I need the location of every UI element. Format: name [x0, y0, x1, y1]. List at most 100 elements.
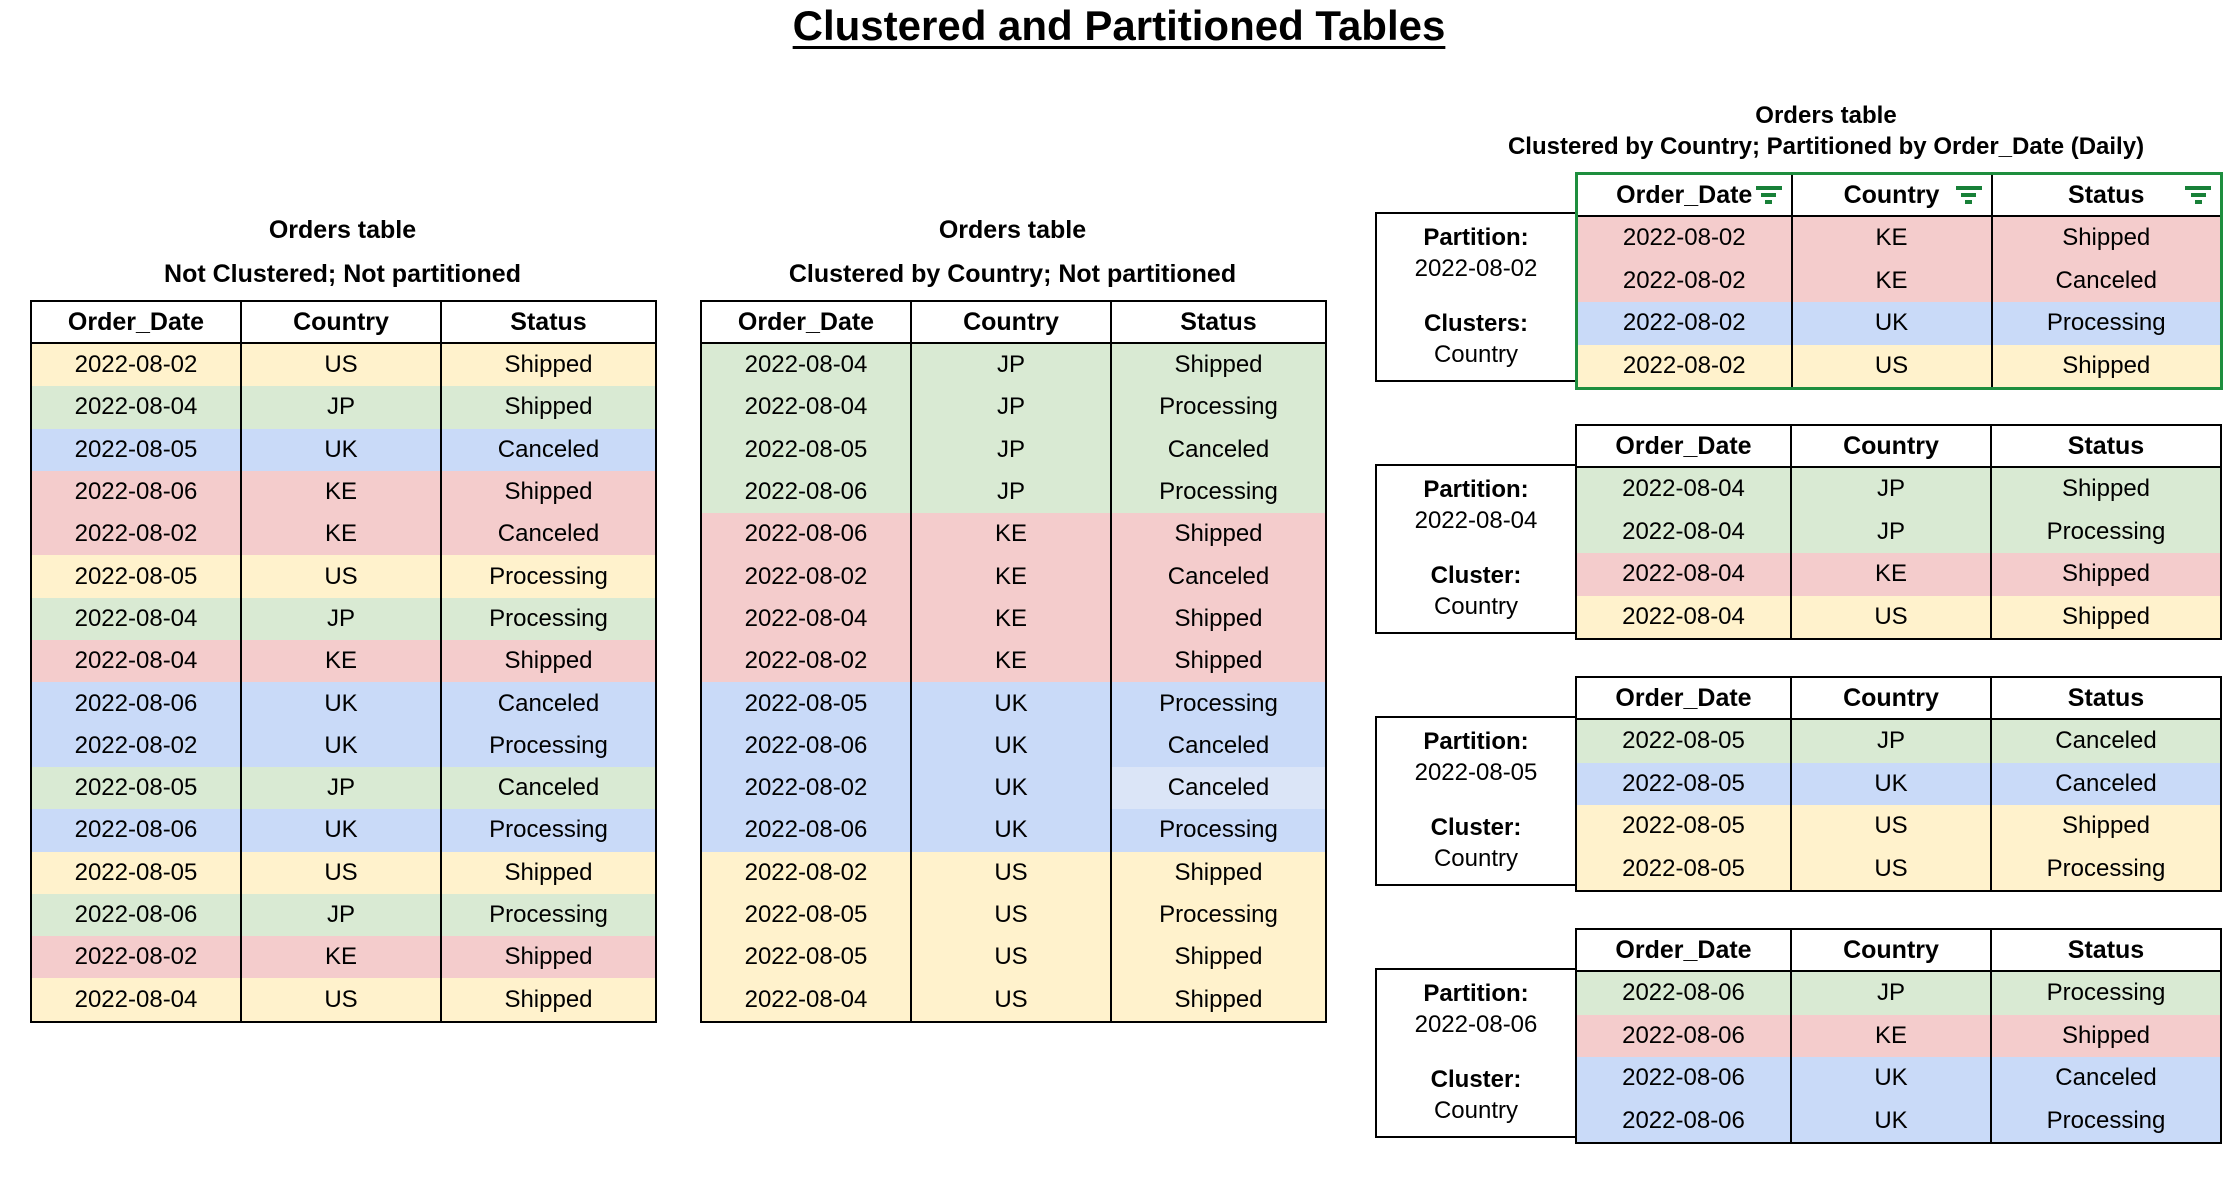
cell-status: Processing	[1990, 847, 2222, 891]
cell-order-date: 2022-08-04	[700, 978, 912, 1022]
cell-status: Shipped	[440, 640, 657, 683]
cell-status: Shipped	[440, 470, 657, 514]
cell-country: UK	[910, 809, 1112, 852]
table-row: 2022-08-04 US Shipped	[700, 978, 1327, 1022]
cell-country: JP	[910, 343, 1112, 387]
partition-value: 2022-08-06	[1414, 1011, 1538, 1038]
right-caption-line2: Clustered by Country; Partitioned by Ord…	[1507, 133, 2145, 160]
cell-status: Shipped	[1990, 344, 2223, 389]
table-row: 2022-08-05 US Processing	[1575, 847, 2222, 891]
cell-status: Canceled	[440, 766, 657, 810]
table-row: 2022-08-05 US Shipped	[30, 851, 657, 894]
cell-country: JP	[1790, 719, 1992, 763]
cell-order-date: 2022-08-02	[30, 724, 242, 767]
cell-order-date: 2022-08-06	[30, 682, 242, 725]
cell-country: US	[240, 555, 442, 598]
cell-status: Canceled	[1990, 259, 2223, 302]
cell-status: Processing	[440, 597, 657, 641]
cell-order-date: 2022-08-04	[700, 386, 912, 429]
partition-value: 2022-08-05	[1414, 759, 1538, 786]
cell-country: US	[910, 851, 1112, 894]
middle-table: Order_Date Country Status 2022-08-04 JP Sh…	[700, 300, 1327, 1023]
right-partitioned-section: Orders table Clustered by Country; Parti…	[1375, 100, 2223, 1160]
cell-order-date: 2022-08-02	[30, 936, 242, 979]
table-row: 2022-08-06 UK Processing	[1575, 1099, 2222, 1143]
cell-country: US	[240, 851, 442, 894]
cell-country: UK	[910, 766, 1112, 810]
table-row: 2022-08-02 US Shipped	[700, 851, 1327, 894]
cell-order-date: 2022-08-05	[30, 428, 242, 471]
table-row: 2022-08-04 KE Shipped	[700, 597, 1327, 641]
left-table-caption-line2: Not Clustered; Not partitioned	[164, 260, 521, 288]
cell-status: Processing	[1110, 893, 1327, 937]
header-row: Order_Date Country Status	[1575, 172, 2223, 217]
partition-table-2022-08-02: Order_Date Country Status 2022-08-02 KE Sh…	[1575, 172, 2223, 390]
column-header-country: Country	[1790, 928, 1992, 972]
cell-order-date: 2022-08-05	[700, 936, 912, 979]
cluster-value: Country	[1433, 341, 1519, 368]
cluster-value: Country	[1433, 845, 1519, 872]
cell-status: Processing	[440, 724, 657, 767]
cell-status: Shipped	[440, 851, 657, 894]
cell-status: Processing	[440, 809, 657, 852]
column-header-status: Status	[1990, 172, 2223, 217]
column-header-country: Country	[910, 300, 1112, 344]
cell-order-date: 2022-08-05	[30, 851, 242, 894]
cell-order-date: 2022-08-04	[30, 978, 242, 1022]
cell-order-date: 2022-08-06	[30, 893, 242, 937]
cell-status: Processing	[440, 893, 657, 937]
cell-order-date: 2022-08-05	[700, 682, 912, 725]
table-row: 2022-08-04 JP Shipped	[30, 386, 657, 429]
cell-order-date: 2022-08-05	[1575, 719, 1792, 763]
table-row: 2022-08-05 JP Canceled	[700, 428, 1327, 471]
table-row: 2022-08-05 JP Canceled	[30, 766, 657, 810]
cell-order-date: 2022-08-02	[30, 513, 242, 556]
cell-order-date: 2022-08-04	[1575, 510, 1792, 553]
column-header-status: Status	[1990, 424, 2222, 468]
partition-table-2022-08-06: Order_Date Country Status 2022-08-06 JP Pr…	[1575, 928, 2222, 1144]
cell-status: Shipped	[1990, 595, 2222, 639]
cluster-label: Clusters:	[1423, 310, 1529, 337]
cell-status: Shipped	[1110, 513, 1327, 556]
cell-status: Shipped	[1990, 805, 2222, 848]
table-row: 2022-08-06 KE Shipped	[1575, 1014, 2222, 1057]
cell-order-date: 2022-08-05	[700, 428, 912, 471]
filter-icon	[2185, 186, 2211, 204]
cell-status: Shipped	[440, 386, 657, 429]
table-row: 2022-08-04 KE Shipped	[1575, 553, 2222, 596]
column-header-order-date: Order_Date	[1575, 172, 1793, 217]
cell-order-date: 2022-08-04	[1575, 595, 1792, 639]
table-row: 2022-08-04 US Shipped	[1575, 595, 2222, 639]
cell-country: US	[1790, 344, 1993, 389]
header-row: Order_Date Country Status	[1575, 928, 2222, 972]
cell-order-date: 2022-08-05	[30, 766, 242, 810]
cell-order-date: 2022-08-06	[700, 470, 912, 514]
partition-block-2022-08-06: Order_Date Country Status 2022-08-06 JP Pr…	[1375, 928, 2222, 1144]
cell-country: JP	[240, 766, 442, 810]
table-row: 2022-08-02 KE Shipped	[700, 640, 1327, 683]
cell-country: JP	[910, 386, 1112, 429]
cell-country: US	[240, 978, 442, 1022]
cell-country: JP	[1790, 971, 1992, 1015]
cell-status: Processing	[1990, 510, 2222, 553]
cell-order-date: 2022-08-02	[700, 640, 912, 683]
cell-country: US	[910, 978, 1112, 1022]
cell-status: Shipped	[440, 978, 657, 1022]
table-row: 2022-08-05 UK Canceled	[1575, 762, 2222, 805]
table-row: 2022-08-02 KE Canceled	[1575, 259, 2223, 302]
cell-status: Processing	[1110, 809, 1327, 852]
table-row: 2022-08-02 KE Canceled	[30, 513, 657, 556]
partition-table-2022-08-05: Order_Date Country Status 2022-08-05 JP Ca…	[1575, 676, 2222, 892]
table-row: 2022-08-04 JP Processing	[700, 386, 1327, 429]
right-section-captions: Orders table Clustered by Country; Parti…	[1430, 100, 2222, 162]
cell-status: Canceled	[1110, 428, 1327, 471]
partition-value: 2022-08-04	[1414, 507, 1538, 534]
partition-block-2022-08-05: Order_Date Country Status 2022-08-05 JP Ca…	[1375, 676, 2222, 892]
cell-country: UK	[240, 428, 442, 471]
partition-label: Partition:	[1423, 476, 1529, 503]
cell-country: UK	[240, 809, 442, 852]
partition-label-box: Partition: 2022-08-04 Cluster: Country	[1375, 464, 1575, 634]
cell-country: JP	[1790, 467, 1992, 511]
cell-country: US	[910, 936, 1112, 979]
partition-table-2022-08-04: Order_Date Country Status 2022-08-04 JP Sh…	[1575, 424, 2222, 640]
